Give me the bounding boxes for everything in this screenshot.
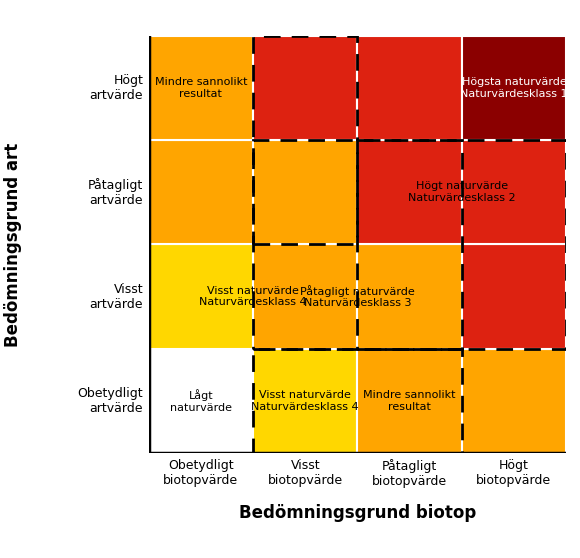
Bar [357, 349, 462, 453]
Bar [148, 36, 253, 140]
Bar [357, 140, 462, 244]
Text: Visst naturvärde
Naturvärdesklass 4: Visst naturvärde Naturvärdesklass 4 [251, 390, 359, 412]
Bar [253, 244, 357, 349]
X-axis label: Bedömningsgrund biotop: Bedömningsgrund biotop [239, 504, 476, 522]
Text: Mindre sannolikt
resultat: Mindre sannolikt resultat [155, 77, 247, 99]
Bar [462, 349, 566, 453]
Bar [462, 244, 566, 349]
Bar [462, 36, 566, 140]
Bar [148, 140, 253, 244]
Bar [253, 349, 357, 453]
Bar [253, 140, 462, 349]
Bar [253, 36, 357, 140]
Bar [148, 244, 253, 349]
Text: Visst naturvärde
Naturvärdesklass 4: Visst naturvärde Naturvärdesklass 4 [200, 286, 307, 307]
Bar [253, 140, 357, 244]
Bar [357, 36, 462, 140]
Bar [148, 349, 253, 453]
Text: Mindre sannolikt
resultat: Mindre sannolikt resultat [363, 390, 456, 412]
Text: Påtagligt naturvärde
Naturvärdesklass 3: Påtagligt naturvärde Naturvärdesklass 3 [300, 285, 415, 309]
Y-axis label: Bedömningsgrund art: Bedömningsgrund art [4, 142, 22, 347]
Text: Högt naturvärde
Naturvärdesklass 2: Högt naturvärde Naturvärdesklass 2 [408, 181, 516, 203]
Text: Högsta naturvärde
Naturvärdesklass 1: Högsta naturvärde Naturvärdesklass 1 [460, 77, 568, 99]
Bar [462, 140, 566, 244]
Bar [357, 140, 566, 349]
Bar [253, 36, 357, 244]
Bar [253, 349, 462, 453]
Bar [357, 244, 462, 349]
Text: Lågt
naturvärde: Lågt naturvärde [170, 389, 232, 413]
